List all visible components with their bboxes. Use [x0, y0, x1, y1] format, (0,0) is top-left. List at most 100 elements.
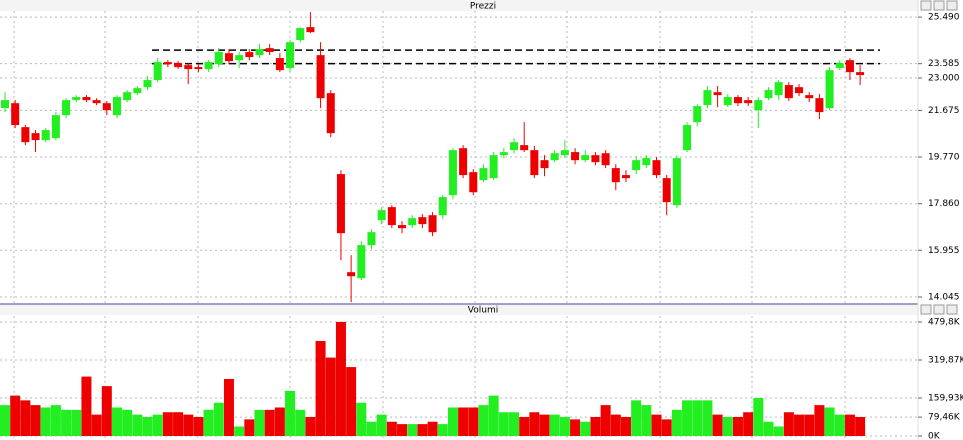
window-buttons: [920, 0, 958, 315]
candle-body: [194, 67, 203, 70]
candle-body: [62, 100, 71, 116]
volume-bar: [498, 412, 509, 436]
close-button[interactable]: [946, 304, 958, 315]
candle-body: [184, 65, 193, 70]
volume-bar: [468, 407, 479, 436]
volume-bar: [722, 416, 733, 436]
volume-bar: [447, 407, 458, 436]
close-button[interactable]: [946, 0, 958, 11]
candle-body: [224, 53, 233, 62]
volume-bar: [834, 414, 845, 436]
price-header: [0, 0, 918, 11]
volume-bar: [132, 414, 143, 436]
volume-bar: [559, 416, 570, 436]
volume-bar: [753, 397, 764, 436]
maximize-button[interactable]: [933, 0, 945, 11]
volume-bar: [692, 400, 703, 436]
volume-bar: [590, 416, 601, 436]
candle-body: [845, 60, 854, 73]
volume-bar: [50, 405, 61, 436]
volume-bar: [376, 414, 387, 436]
volume-title: Volumi: [468, 306, 498, 316]
candle-body: [774, 82, 783, 96]
volume-bar: [570, 419, 581, 436]
volume-bar: [61, 409, 72, 436]
volume-bar: [743, 412, 754, 436]
volume-bar: [549, 414, 560, 436]
volume-bar: [509, 412, 519, 436]
candle-body: [805, 95, 814, 99]
candle-body: [255, 49, 264, 56]
volume-bar: [356, 402, 367, 436]
y-tick-label: 19.770: [928, 152, 960, 162]
candle-body: [41, 130, 50, 141]
volume-bar: [458, 407, 469, 436]
volume-bar: [855, 416, 866, 436]
candle-body: [601, 153, 610, 166]
candle-body: [632, 160, 641, 171]
volume-bar: [81, 376, 92, 436]
candle-body: [571, 152, 580, 161]
volume-bar: [773, 426, 784, 436]
candle-body: [306, 27, 315, 33]
volume-bar: [488, 395, 499, 436]
volume-bar: [162, 412, 173, 436]
volume-bar: [824, 407, 835, 436]
candle-body: [143, 80, 152, 88]
candle-body: [744, 100, 753, 104]
y-tick-label: 79,46K: [928, 413, 961, 423]
volume-header: [0, 304, 918, 315]
candle-body: [11, 103, 20, 126]
volume-bar: [203, 409, 214, 436]
candle-body: [133, 88, 142, 94]
candle-body: [428, 215, 437, 233]
candle-body: [51, 115, 60, 139]
volume-bar: [325, 357, 336, 436]
volume-bar: [763, 421, 774, 436]
candle-body: [581, 155, 590, 161]
candle-body: [764, 90, 773, 99]
candle-body: [672, 158, 681, 206]
candle-body: [367, 232, 376, 246]
volume-bar: [610, 414, 621, 436]
volume-bar: [152, 414, 163, 436]
minimize-button[interactable]: [920, 304, 932, 315]
candle-body: [723, 97, 732, 106]
candle-body: [560, 150, 569, 156]
volume-bar: [111, 407, 122, 436]
candle-body: [825, 70, 834, 109]
y-tick-label: 23.000: [928, 73, 960, 83]
volume-bar: [244, 419, 255, 436]
candle-body: [856, 72, 865, 76]
volume-bar: [783, 412, 794, 436]
volume-bar: [844, 414, 855, 436]
candle-body: [21, 127, 30, 143]
volume-bar: [234, 426, 245, 436]
candle-body: [540, 160, 549, 169]
candle-body: [510, 142, 518, 151]
y-tick-label: 17.860: [928, 199, 960, 209]
candle-body: [286, 42, 295, 69]
y-tick-label: 14.045: [928, 293, 960, 303]
volume-bar: [305, 416, 316, 436]
candle-body: [591, 155, 600, 163]
candle-body: [112, 97, 121, 116]
y-tick-label: 23.585: [928, 59, 960, 69]
candle-body: [296, 28, 305, 41]
candle-body: [499, 152, 508, 156]
volume-bar: [620, 416, 631, 436]
candle-body: [235, 55, 244, 61]
candle-body: [102, 103, 111, 111]
volume-bar: [682, 400, 693, 436]
volume-bar: [600, 405, 611, 436]
candle-body: [754, 100, 763, 111]
maximize-button[interactable]: [933, 304, 945, 315]
candle-body: [795, 87, 804, 94]
volume-bar: [30, 405, 41, 436]
volume-bar: [20, 400, 31, 436]
minimize-button[interactable]: [920, 0, 932, 11]
candle-body: [652, 160, 661, 176]
volume-bar: [0, 405, 10, 436]
volume-bar: [397, 424, 408, 436]
